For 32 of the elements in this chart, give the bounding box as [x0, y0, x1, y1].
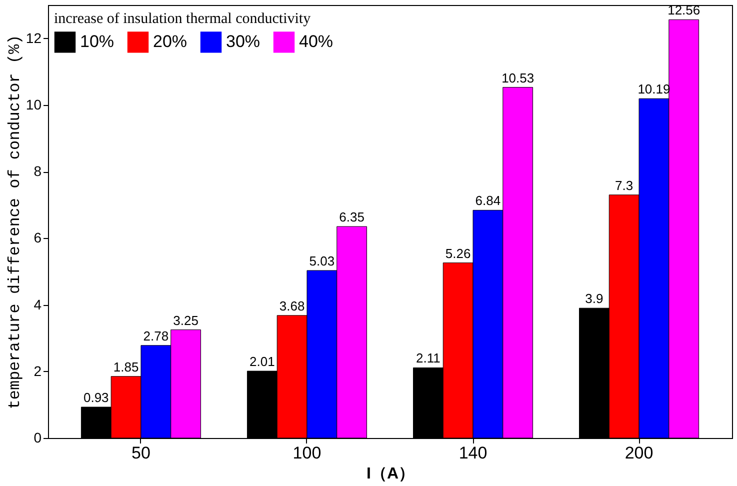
- legend-title: increase of insulation thermal conductivity: [54, 11, 312, 27]
- data-label: 3.25: [173, 312, 198, 328]
- data-label: 7.3: [615, 178, 634, 193]
- data-label: 10.53: [502, 70, 534, 86]
- legend-label: 30%: [226, 32, 260, 52]
- data-label: 0.93: [83, 390, 109, 406]
- y-tick-label: 6: [34, 230, 42, 246]
- legend-label: 10%: [80, 32, 114, 52]
- data-label: 2.78: [143, 328, 169, 344]
- y-tick-label: 12: [26, 30, 42, 46]
- x-axis-title: I（A）: [366, 466, 414, 482]
- data-label: 2.11: [416, 350, 440, 366]
- data-label: 5.26: [445, 246, 471, 261]
- y-tick-label: 2: [34, 362, 42, 379]
- x-tick-label: 140: [458, 444, 488, 462]
- data-label: 3.9: [585, 291, 604, 306]
- legend-label: 20%: [153, 32, 188, 52]
- data-label: 6.84: [475, 193, 501, 208]
- data-label: 1.85: [113, 359, 139, 374]
- y-axis-title: temperature difference of conductor (%): [6, 34, 24, 410]
- data-label: 2.01: [250, 354, 275, 370]
- x-tick-label: 200: [624, 444, 654, 462]
- data-label: 3.68: [279, 298, 305, 314]
- data-label: 6.35: [339, 209, 364, 224]
- y-tick-label: 8: [34, 163, 42, 180]
- x-tick-label: 50: [132, 444, 150, 462]
- x-tick-label: 100: [292, 444, 322, 462]
- y-tick-label: 10: [26, 96, 42, 112]
- data-label: 5.03: [309, 253, 335, 268]
- legend-label: 40%: [299, 32, 334, 52]
- y-tick-label: 4: [34, 296, 42, 312]
- y-tick-label: 0: [34, 430, 42, 446]
